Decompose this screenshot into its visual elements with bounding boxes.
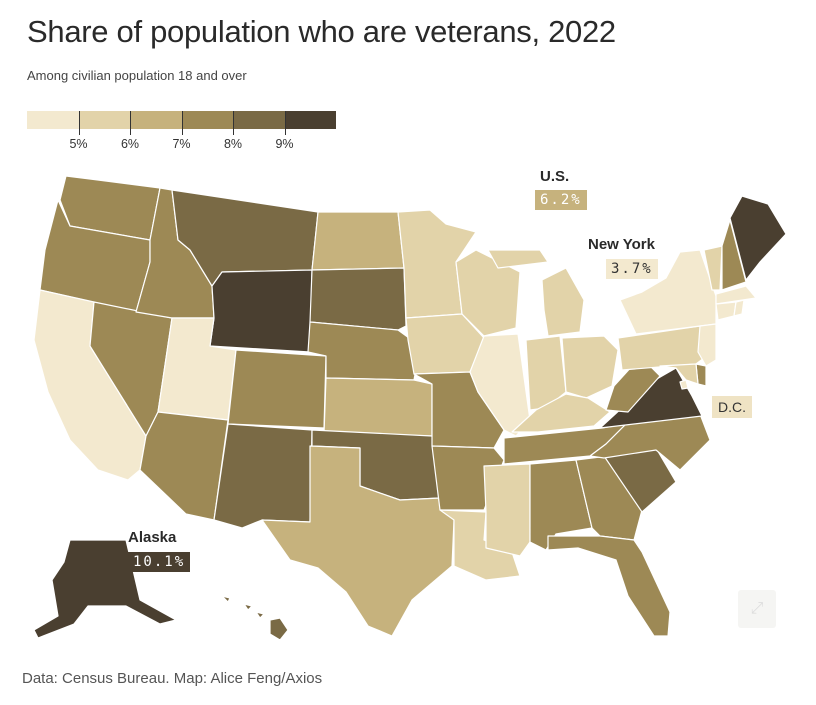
- legend-tick-mark: [233, 111, 234, 135]
- dc-callout-label: D.C.: [712, 396, 752, 418]
- us-callout-value: 6.2%: [535, 190, 587, 210]
- chart-title: Share of population who are veterans, 20…: [27, 14, 616, 49]
- state-new-jersey[interactable]: [697, 323, 717, 367]
- us-callout-name: U.S.: [540, 168, 570, 185]
- expand-button[interactable]: ⤢: [738, 590, 776, 628]
- legend-tick-label: 8%: [223, 137, 243, 151]
- alaska-callout-name: Alaska: [128, 529, 177, 546]
- state-maryland[interactable]: [659, 363, 699, 385]
- state-connecticut[interactable]: [715, 301, 737, 321]
- state-north-dakota[interactable]: [311, 211, 405, 271]
- state-hawaii[interactable]: [221, 595, 289, 641]
- state-north-carolina[interactable]: [589, 413, 711, 471]
- legend-tick-label: 5%: [69, 137, 88, 151]
- legend-swatch: [27, 111, 79, 129]
- chart-subtitle: Among civilian population 18 and over: [27, 68, 247, 83]
- color-legend: 5% 6% 7% 8% 9%: [27, 111, 336, 151]
- state-wisconsin[interactable]: [455, 249, 521, 337]
- state-mississippi[interactable]: [483, 463, 531, 557]
- legend-tick-mark: [78, 111, 80, 135]
- legend-tick-label: 7%: [172, 137, 191, 151]
- legend-color-bar: [27, 111, 336, 129]
- legend-swatch: [130, 111, 182, 129]
- legend-tick-mark: [181, 111, 183, 135]
- state-florida[interactable]: [547, 535, 671, 637]
- state-texas[interactable]: [261, 445, 455, 637]
- state-arizona[interactable]: [139, 411, 229, 521]
- legend-tick-mark: [130, 111, 131, 135]
- state-rhode-island[interactable]: [733, 299, 745, 317]
- new-york-callout-value: 3.7%: [606, 259, 658, 279]
- state-michigan[interactable]: [487, 249, 585, 337]
- state-illinois[interactable]: [469, 333, 531, 437]
- state-colorado[interactable]: [227, 349, 327, 429]
- state-ohio[interactable]: [561, 335, 619, 399]
- new-york-callout-name: New York: [588, 236, 655, 253]
- state-louisiana[interactable]: [439, 509, 521, 581]
- legend-swatch: [78, 111, 130, 129]
- alaska-callout-value: 10.1%: [128, 552, 191, 572]
- state-vermont[interactable]: [703, 245, 723, 291]
- state-new-hampshire[interactable]: [721, 219, 747, 291]
- state-kansas[interactable]: [323, 377, 433, 437]
- legend-swatch: [181, 111, 233, 129]
- state-district-of-columbia[interactable]: [679, 379, 689, 390]
- legend-tick-mark: [284, 111, 286, 135]
- legend-tick-label: 9%: [275, 137, 294, 151]
- legend-tick-label: 6%: [120, 137, 140, 151]
- legend-swatch: [284, 111, 336, 129]
- state-alaska[interactable]: [33, 539, 177, 639]
- state-maine[interactable]: [729, 195, 787, 281]
- source-credit: Data: Census Bureau. Map: Alice Feng/Axi…: [22, 670, 323, 687]
- state-new-mexico[interactable]: [213, 423, 313, 529]
- state-wyoming[interactable]: [209, 269, 313, 353]
- state-kentucky[interactable]: [511, 393, 611, 433]
- state-massachusetts[interactable]: [715, 285, 757, 305]
- legend-swatch: [233, 111, 285, 129]
- state-south-dakota[interactable]: [309, 267, 407, 331]
